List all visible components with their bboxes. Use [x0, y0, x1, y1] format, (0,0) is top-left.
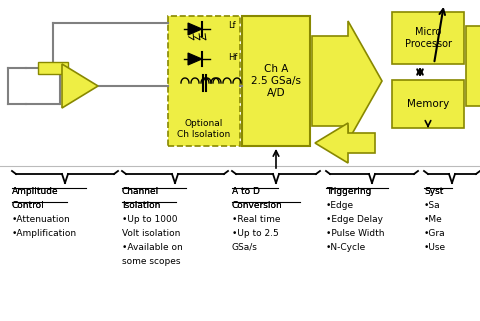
- Text: Isolation: Isolation: [122, 201, 160, 210]
- Text: •N-Cycle: •N-Cycle: [326, 243, 366, 252]
- Text: •Use: •Use: [424, 243, 446, 252]
- Text: A to D: A to D: [232, 187, 260, 196]
- Text: Volt isolation: Volt isolation: [122, 229, 180, 238]
- Text: •Up to 2.5: •Up to 2.5: [232, 229, 279, 238]
- Text: Channel: Channel: [122, 187, 159, 196]
- Text: Ch A
2.5 GSa/s
A/D: Ch A 2.5 GSa/s A/D: [251, 65, 301, 98]
- Bar: [466, 26, 480, 106]
- Polygon shape: [312, 21, 382, 141]
- Text: Triggering: Triggering: [326, 187, 372, 196]
- Polygon shape: [62, 64, 98, 108]
- Polygon shape: [188, 53, 202, 65]
- Text: Triggering: Triggering: [326, 187, 372, 196]
- Text: Channel: Channel: [122, 187, 159, 196]
- Text: Hf: Hf: [228, 53, 238, 62]
- Text: Syst: Syst: [424, 187, 444, 196]
- Text: •Pulse Width: •Pulse Width: [326, 229, 384, 238]
- Text: •Attenuation: •Attenuation: [12, 215, 71, 224]
- Text: Control: Control: [12, 201, 45, 210]
- Text: •Up to 1000: •Up to 1000: [122, 215, 178, 224]
- Text: •Available on: •Available on: [122, 243, 183, 252]
- Bar: [242, 16, 310, 146]
- Bar: [38, 62, 68, 74]
- Text: Conversion: Conversion: [232, 201, 283, 210]
- Text: Syst: Syst: [424, 187, 444, 196]
- Text: •Edge Delay: •Edge Delay: [326, 215, 383, 224]
- Text: Amplitude: Amplitude: [12, 187, 59, 196]
- Bar: [168, 16, 240, 146]
- Text: •Real time: •Real time: [232, 215, 280, 224]
- Text: •Me: •Me: [424, 215, 443, 224]
- Text: Micro
Processor: Micro Processor: [405, 27, 452, 49]
- Text: Memory: Memory: [407, 99, 449, 109]
- Bar: [392, 80, 464, 128]
- Text: A to D: A to D: [232, 187, 260, 196]
- Text: •Amplification: •Amplification: [12, 229, 77, 238]
- Text: Amplitude: Amplitude: [12, 187, 59, 196]
- Polygon shape: [315, 123, 375, 163]
- Text: Optional
Ch Isolation: Optional Ch Isolation: [178, 119, 230, 139]
- Text: Isolation: Isolation: [122, 201, 160, 210]
- Polygon shape: [188, 23, 202, 35]
- Bar: [392, 12, 464, 64]
- Text: Conversion: Conversion: [232, 201, 283, 210]
- Text: Control: Control: [12, 201, 45, 210]
- Text: GSa/s: GSa/s: [232, 243, 258, 252]
- Text: •Gra: •Gra: [424, 229, 445, 238]
- Text: Lf: Lf: [228, 22, 236, 30]
- Text: some scopes: some scopes: [122, 257, 180, 266]
- Text: •Edge: •Edge: [326, 201, 354, 210]
- Text: •Sa: •Sa: [424, 201, 441, 210]
